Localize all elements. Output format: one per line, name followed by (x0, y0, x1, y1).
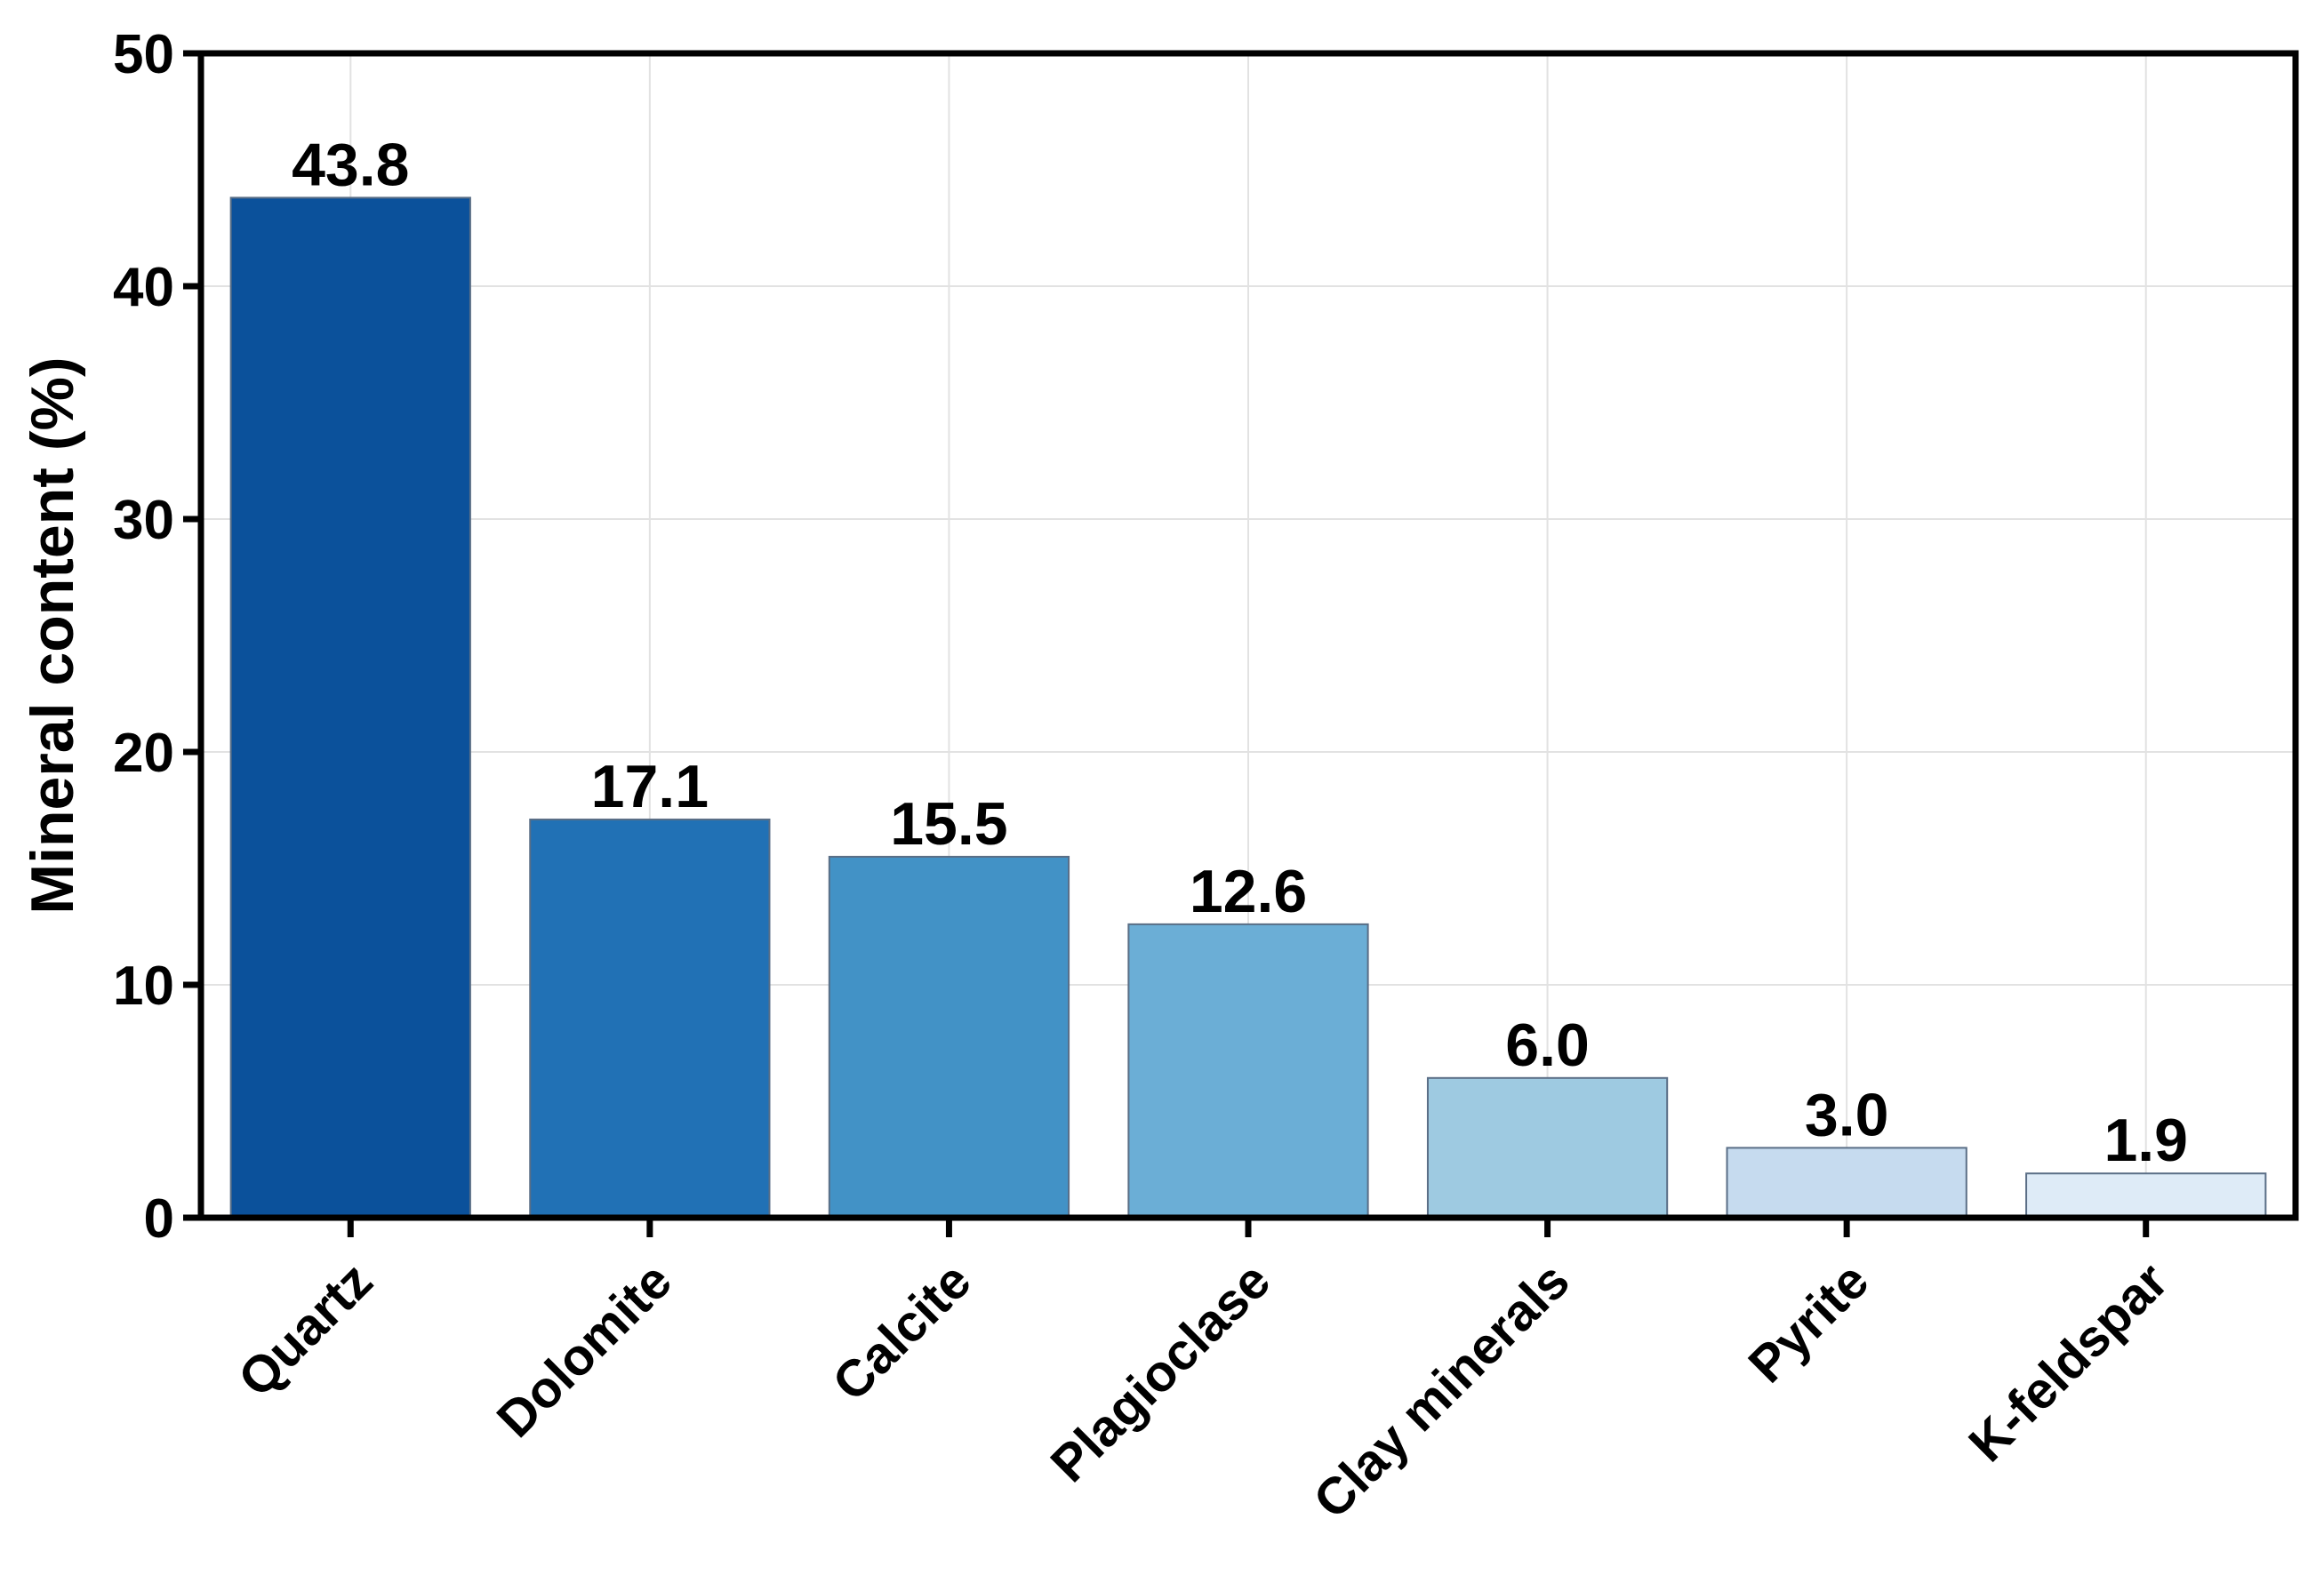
value-label: 12.6 (1190, 858, 1307, 925)
value-label: 1.9 (2104, 1107, 2188, 1174)
value-label: 6.0 (1505, 1011, 1590, 1079)
y-tick-label: 20 (113, 723, 174, 784)
x-tick-label: Clay minerals (1302, 1251, 1581, 1530)
y-axis-label: Mineral content (%) (19, 356, 86, 914)
bar-pyrite (1726, 1147, 1967, 1219)
x-tick-label: Dolomite (486, 1251, 683, 1448)
y-tick-label: 30 (113, 490, 174, 551)
y-tick-label: 40 (113, 257, 174, 318)
bar-calcite (828, 855, 1070, 1219)
bar-clay-minerals (1426, 1076, 1669, 1219)
y-tick-label: 50 (113, 24, 174, 85)
value-label: 3.0 (1805, 1081, 1889, 1148)
y-axis: 0 10 20 30 40 50 (113, 24, 201, 1250)
bar-plagioclase (1127, 923, 1369, 1219)
x-tick-label: Plagioclase (1040, 1251, 1282, 1493)
x-tick-label: Quartz (228, 1251, 384, 1408)
bars (229, 196, 2267, 1219)
bar-dolomite (529, 818, 771, 1219)
y-tick-label: 0 (144, 1188, 174, 1250)
bar-k-feldspar (2025, 1172, 2267, 1219)
value-labels: 43.8 17.1 15.5 12.6 6.0 3.0 1.9 (292, 131, 2188, 1174)
x-axis: Quartz Dolomite Calcite Plagioclase Clay min… (228, 1218, 2179, 1530)
x-tick-label: Calcite (821, 1251, 982, 1411)
value-label: 43.8 (292, 131, 409, 198)
x-tick-label: K-feldspar (1958, 1251, 2179, 1473)
bar-quartz (229, 196, 471, 1219)
y-tick-label: 10 (113, 955, 174, 1017)
value-label: 17.1 (591, 753, 709, 820)
value-label: 15.5 (890, 790, 1007, 858)
x-tick-label: Pyrite (1737, 1251, 1879, 1394)
